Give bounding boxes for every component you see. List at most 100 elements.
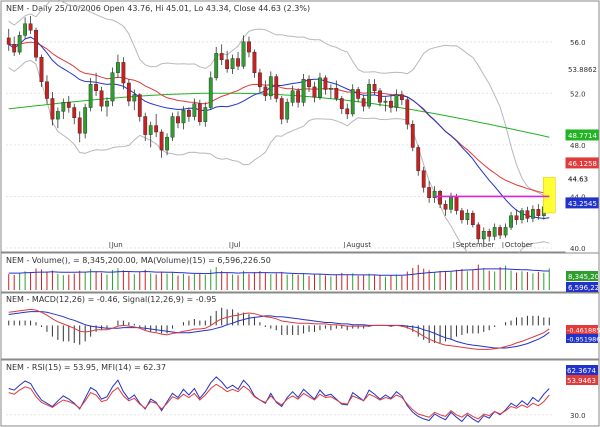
rsi-right-labels: 62.3674 53.9463 (566, 365, 598, 385)
candle-body (181, 109, 186, 124)
candle-body (230, 58, 235, 70)
candle-body (165, 136, 169, 151)
price-x-axis: Jun Jul August September October (109, 241, 533, 249)
candle-body (383, 100, 388, 103)
candle-body (197, 103, 202, 122)
candle-body (126, 82, 131, 102)
candle-body (536, 209, 541, 216)
bollinger-bands (8, 0, 550, 280)
macd-panel: NEM - MACD(12,26) = -0.46, Signal(12,26,… (0, 292, 600, 360)
price-value-tag (565, 129, 599, 141)
volume-legend: NEM - Volume(), = 8,345,200.00, MA(Volum… (6, 256, 271, 265)
candle-body (105, 100, 109, 107)
candle-body (318, 77, 322, 98)
candle-body (263, 86, 268, 97)
candle-body (187, 109, 191, 117)
candle-body (6, 37, 11, 45)
candle-body (367, 84, 371, 107)
candle-body (148, 125, 153, 135)
candle-body (170, 116, 175, 138)
candle-body (378, 90, 382, 103)
long-ma-line (8, 92, 550, 138)
price-value-tag (565, 172, 599, 184)
candle-body (307, 78, 311, 88)
volume-value-tag (566, 271, 598, 281)
candle-body (241, 41, 246, 67)
candle-body (432, 191, 437, 198)
candle-body (460, 210, 464, 220)
candle-body (301, 78, 306, 103)
candle-body (143, 116, 148, 135)
month-label: Jun (111, 241, 123, 249)
candle-body (203, 107, 208, 122)
candle-body (12, 44, 17, 53)
candle-body (176, 116, 180, 124)
rsi-mfi-lines (8, 376, 550, 423)
candle-body (421, 170, 426, 188)
price-value-label: 48.7714 (568, 132, 597, 140)
candle-body (443, 203, 448, 210)
price-tick-label: 52.0 (570, 90, 586, 98)
price-panel-title: NEM - Daily 25/10/2006 Open 43.76, Hi 45… (6, 4, 310, 13)
candle-body (72, 107, 77, 119)
candle-body (334, 87, 339, 99)
candle-body (394, 94, 399, 108)
candle-body (17, 35, 22, 53)
candle-body (110, 72, 115, 102)
ema-line (8, 41, 550, 194)
candle-body (356, 89, 361, 99)
candle-body (438, 191, 442, 205)
candle-body (116, 62, 120, 73)
candle-body (470, 212, 475, 225)
candle-body (214, 53, 219, 79)
candle-body (328, 87, 333, 90)
volume-ma-line (8, 268, 550, 276)
candle-body (252, 51, 257, 73)
moving-averages (8, 36, 550, 220)
candle-body (236, 58, 240, 67)
month-label: September (456, 241, 495, 249)
month-label: August (347, 241, 372, 249)
macd-histogram (8, 307, 550, 345)
candle-body (530, 209, 535, 219)
candle-body (132, 94, 137, 102)
price-grid (6, 41, 552, 249)
candle-body (416, 147, 421, 171)
price-tick-label: 56.0 (570, 39, 586, 47)
candle-body (55, 111, 60, 120)
volume-value-label: 8,345,200 (568, 273, 600, 281)
rsi-panel: NEM - RSI(15) = 53.95, MFI(14) = 62.37 3… (0, 359, 600, 427)
candle-body (361, 98, 366, 107)
price-value-tag (565, 157, 599, 169)
candle-body (476, 224, 481, 240)
candle-body (154, 125, 159, 133)
candle-body (509, 215, 513, 228)
macd-right-labels: -0.461885-0.951986 (566, 325, 600, 344)
price-value-label: 44.63 (568, 175, 588, 183)
candle-body (503, 227, 508, 236)
bollinger-upper-line (8, 0, 550, 196)
price-value-label: 53.8862 (568, 66, 597, 74)
candle-body (50, 98, 55, 120)
candle-body (487, 231, 492, 237)
candle-body (323, 77, 328, 90)
candle-body (492, 227, 497, 237)
candle-body (514, 215, 519, 220)
candlesticks (6, 16, 552, 246)
candle-body (88, 84, 93, 108)
price-panel: NEM - Daily 25/10/2006 Open 43.76, Hi 45… (0, 0, 600, 280)
candle-body (77, 117, 82, 134)
rsi-line (8, 383, 550, 420)
candle-body (481, 231, 486, 240)
candle-body (296, 90, 301, 103)
sma-line (8, 36, 550, 220)
candle-body (449, 196, 453, 210)
candle-body (279, 98, 284, 120)
candle-body (285, 102, 290, 120)
rsi-value-label: 53.9463 (567, 377, 596, 385)
candle-body (350, 89, 355, 115)
candle-body (45, 81, 49, 99)
candle-body (339, 98, 344, 110)
volume-value-tag (566, 282, 598, 292)
rsi-grid: 30.0 (6, 412, 586, 420)
